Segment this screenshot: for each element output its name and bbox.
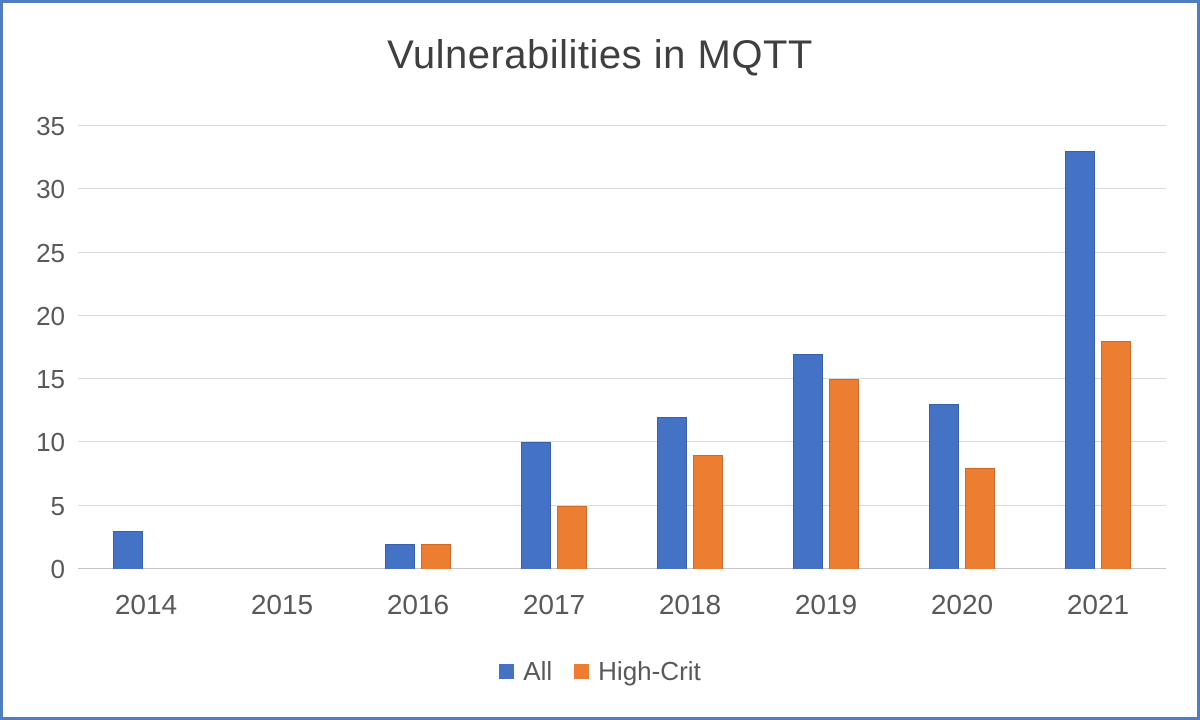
y-tick-label: 5 [50, 490, 65, 521]
x-axis-label-2021: 2021 [1066, 589, 1130, 620]
legend-label: High-Crit [598, 656, 701, 686]
plot-area [78, 125, 1166, 569]
x-axis-label-2019: 2019 [794, 589, 858, 620]
bar-group-2018 [622, 126, 758, 569]
bar-group-2019 [758, 126, 894, 569]
x-axis-label-2017: 2017 [522, 589, 586, 620]
legend-item-high-crit: High-Crit [574, 656, 701, 687]
y-tick-label: 35 [36, 111, 65, 141]
bar-all-2014 [113, 531, 143, 569]
legend: All High-Crit [3, 656, 1197, 687]
legend-swatch-icon [574, 664, 590, 679]
bar-group-2014 [78, 126, 214, 569]
x-axis-label-2020: 2020 [930, 589, 994, 620]
bar-all-2021 [1065, 151, 1095, 569]
chart-title: Vulnerabilities in MQTT [387, 33, 813, 77]
bar-high-crit-2019 [829, 379, 859, 569]
bar-all-2016 [385, 543, 415, 569]
gridline [78, 504, 1166, 506]
x-axis-label-2015: 2015 [250, 589, 314, 620]
x-axis-label-2018: 2018 [658, 589, 722, 620]
y-tick-label: 30 [36, 174, 65, 205]
y-tick-label: 25 [36, 237, 65, 268]
legend-item-all: All [499, 656, 552, 687]
y-tick-label: 15 [36, 364, 65, 395]
y-tick-label: 0 [50, 554, 65, 584]
bar-high-crit-2020 [965, 467, 995, 569]
gridline [78, 125, 1166, 126]
legend-label: All [523, 656, 553, 686]
bar-high-crit-2021 [1101, 341, 1131, 569]
bar-group-2017 [486, 126, 622, 569]
bar-high-crit-2016 [421, 543, 451, 569]
gridline [78, 378, 1166, 380]
gridline [78, 251, 1166, 253]
x-axis-label-2016: 2016 [386, 589, 450, 620]
bar-high-crit-2017 [557, 505, 587, 569]
x-axis-line [78, 568, 1166, 569]
legend-swatch-icon [499, 664, 515, 679]
bar-all-2018 [657, 417, 687, 569]
gridline [78, 441, 1166, 443]
bar-group-2021 [1030, 126, 1166, 569]
y-tick-label: 10 [36, 427, 65, 458]
bar-all-2017 [521, 442, 551, 569]
gridline [78, 314, 1166, 316]
bar-high-crit-2018 [693, 455, 723, 569]
bar-all-2019 [793, 353, 823, 569]
bar-group-2015 [214, 126, 350, 569]
x-axis-label-2014: 2014 [114, 589, 178, 620]
gridline [78, 188, 1166, 190]
y-tick-label: 20 [36, 300, 65, 331]
bar-all-2020 [929, 404, 959, 569]
bar-group-2016 [350, 126, 486, 569]
bar-group-2020 [894, 126, 1030, 569]
